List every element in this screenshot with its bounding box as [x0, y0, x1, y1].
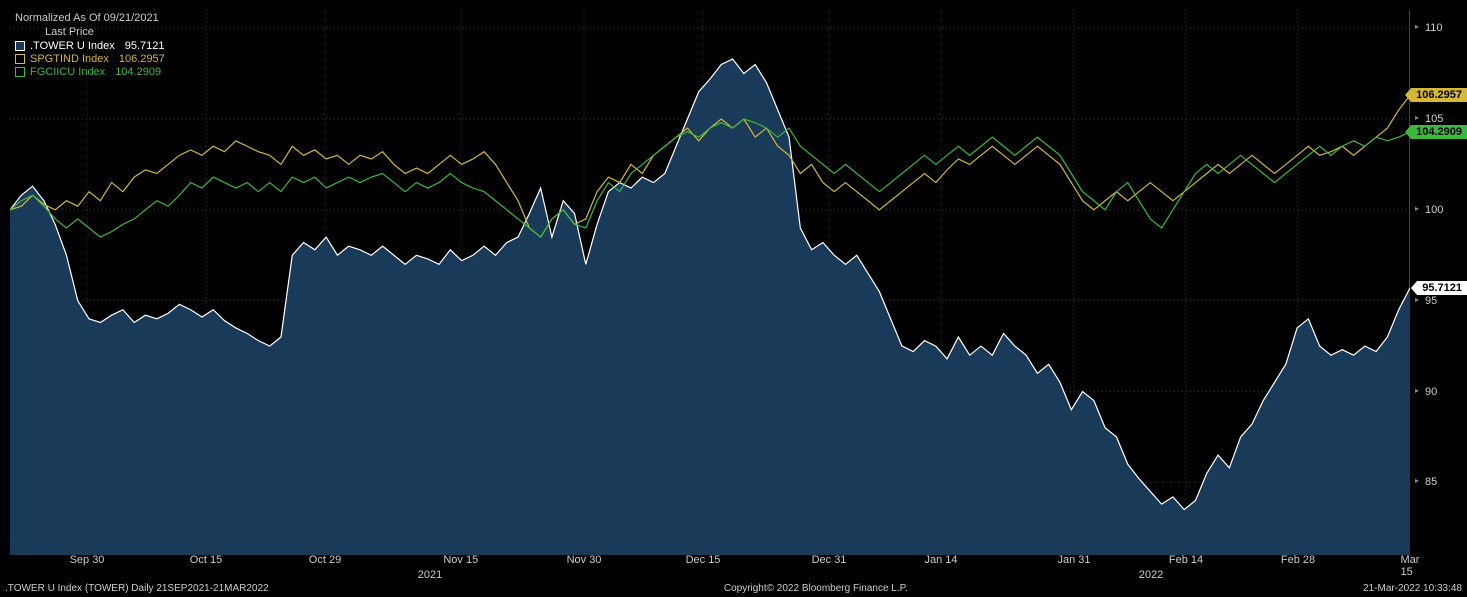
legend-title: Normalized As Of 09/21/2021 [15, 12, 165, 24]
x-tick-label: Feb 14 [1169, 554, 1203, 566]
year-axis: 2021 2022 [10, 569, 1410, 583]
legend-item: SPGTIND Index106.2957 [15, 53, 165, 65]
year-label: 2022 [1139, 569, 1163, 581]
bloomberg-chart: Normalized As Of 09/21/2021 Last Price .… [0, 0, 1467, 597]
legend-item: .TOWER U Index95.7121 [15, 40, 165, 52]
y-tick-label: 110 [1425, 22, 1443, 34]
value-flag: 104.2909 [1411, 125, 1467, 139]
x-tick-label: Dec 31 [812, 554, 847, 566]
y-tick-label: 85 [1425, 476, 1437, 488]
year-label: 2021 [418, 569, 442, 581]
x-tick-label: Oct 15 [190, 554, 222, 566]
x-tick-label: Nov 15 [443, 554, 478, 566]
chart-footer: .TOWER U Index (TOWER) Daily 21SEP2021-2… [0, 583, 1467, 597]
x-tick-label: Dec 15 [686, 554, 721, 566]
chart-plot-area [10, 10, 1410, 555]
footer-left: .TOWER U Index (TOWER) Daily 21SEP2021-2… [5, 583, 269, 597]
legend-subtitle: Last Price [45, 26, 165, 38]
chart-legend: Normalized As Of 09/21/2021 Last Price .… [15, 12, 165, 79]
y-tick-label: 95 [1425, 295, 1437, 307]
x-tick-label: Jan 14 [924, 554, 957, 566]
x-axis: Sep 30 Oct 15 Oct 29 Nov 15 Nov 30 Dec 15 Dec … [10, 554, 1410, 569]
footer-right: 21-Mar-2022 10:33:48 [1363, 583, 1462, 597]
value-flag: 95.7121 [1417, 281, 1467, 295]
x-tick-label: Feb 28 [1281, 554, 1315, 566]
x-tick-label: Oct 29 [309, 554, 341, 566]
y-tick-label: 90 [1425, 386, 1437, 398]
y-tick-label: 100 [1425, 204, 1443, 216]
x-tick-label: Nov 30 [567, 554, 602, 566]
y-tick-label: 105 [1425, 113, 1443, 125]
legend-item: FGCIICU Index104.2909 [15, 66, 165, 78]
x-tick-label: Jan 31 [1057, 554, 1090, 566]
value-flag: 106.2957 [1411, 88, 1467, 102]
footer-center: Copyright© 2022 Bloomberg Finance L.P. [724, 583, 908, 597]
x-tick-label: Sep 30 [70, 554, 105, 566]
